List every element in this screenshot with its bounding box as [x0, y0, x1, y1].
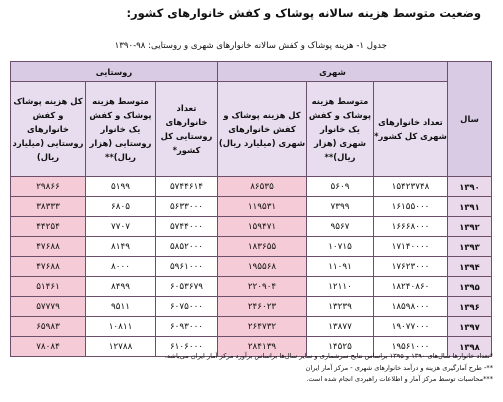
rural-count-cell: ۶۰۷۵۰۰۰: [155, 296, 218, 317]
urban-avg-cell: ۱۲۱۱۰: [306, 276, 374, 297]
footnotes: *تعداد خانوارها سال‌های ۱۳۹۰ و ۱۳۹۵ براس…: [10, 351, 493, 386]
urban-total-cell: ۱۹۵۵۶۸: [217, 256, 307, 277]
urban-avg-header: متوسط هزینه پوشاک و کفش یک خانوار شهری (…: [306, 81, 374, 177]
table-row: ۱۳۹۱ ۱۶۱۵۵۰۰۰ ۷۳۹۹ ۱۱۹۵۳۱ ۵۶۳۳۰۰۰ ۶۸۰۵ ۳…: [10, 196, 492, 217]
urban-total-header: کل هزینه پوشاک و کفش خانوارهای شهری (میل…: [217, 81, 307, 177]
urban-total-cell: ۲۴۶۰۲۳: [217, 296, 307, 317]
footnote-calculation: ***محاسبات توسط مرکز آمار و اطلاعات راهب…: [306, 375, 493, 383]
table-row: ۱۳۹۸ ۱۹۵۶۱۰۰۰ ۱۴۵۲۵ ۲۸۴۱۳۹ ۶۱۰۶۰۰۰ ۱۲۷۸۸…: [10, 336, 492, 357]
table-row: ۱۳۹۷ ۱۹۰۷۷۰۰۰ ۱۳۸۷۷ ۲۶۴۷۳۲ ۶۰۹۳۰۰۰ ۱۰۸۱۱…: [10, 316, 492, 337]
rural-total-header: کل هزینه پوشاک و کفش خانوارهای روستایی (…: [10, 81, 86, 177]
urban-total-cell: ۲۸۴۱۳۹: [217, 336, 307, 357]
urban-avg-cell: ۵۶۰۹: [306, 176, 374, 197]
urban-avg-cell: ۹۵۶۷: [306, 216, 374, 237]
urban-avg-cell: ۱۳۲۳۹: [306, 296, 374, 317]
urban-count-cell: ۱۸۵۹۸۰۰۰: [373, 296, 448, 317]
table-row: ۱۳۹۲ ۱۶۶۶۸۰۰۰ ۹۵۶۷ ۱۵۹۴۷۱ ۵۷۴۴۰۰۰ ۷۷۰۷ ۴…: [10, 216, 492, 237]
year-cell: ۱۳۹۷: [447, 316, 492, 337]
urban-avg-cell: ۷۳۹۹: [306, 196, 374, 217]
table-row: ۱۳۹۰ ۱۵۴۲۳۷۴۸ ۵۶۰۹ ۸۶۵۳۵ ۵۷۴۴۶۱۴ ۵۱۹۹ ۲۹…: [10, 176, 492, 197]
urban-count-cell: ۱۹۵۶۱۰۰۰: [373, 336, 448, 357]
year-cell: ۱۳۹۴: [447, 256, 492, 277]
rural-count-header: تعداد خانوارهای روستایی کل کشور*: [155, 81, 218, 177]
rural-total-cell: ۴۷۶۸۸: [10, 236, 86, 257]
table-caption: جدول ۱- هزینه پوشاک و کفش سالانه خانواره…: [114, 41, 387, 51]
urban-count-header: تعداد خانوارهای شهری کل کشور*: [373, 81, 448, 177]
rural-count-cell: ۶۰۵۳۶۷۹: [155, 276, 218, 297]
urban-total-cell: ۱۱۹۵۳۱: [217, 196, 307, 217]
urban-count-cell: ۱۷۱۴۰۰۰۰: [373, 236, 448, 257]
rural-count-cell: ۵۷۴۴۶۱۴: [155, 176, 218, 197]
rural-avg-cell: ۶۸۰۵: [85, 196, 156, 217]
urban-count-cell: ۱۶۶۶۸۰۰۰: [373, 216, 448, 237]
rural-avg-header: متوسط هزینه پوشاک و کفش یک خانوار روستای…: [85, 81, 156, 177]
rural-avg-cell: ۷۷۰۷: [85, 216, 156, 237]
year-cell: ۱۳۹۸: [447, 336, 492, 357]
year-cell: ۱۳۹۰: [447, 176, 492, 197]
section-heading: وضعیت متوسط هزینه سالانه پوشاک و کفش خان…: [126, 6, 481, 20]
table-row: ۱۳۹۶ ۱۸۵۹۸۰۰۰ ۱۳۲۳۹ ۲۴۶۰۲۳ ۶۰۷۵۰۰۰ ۹۵۱۱ …: [10, 296, 492, 317]
year-column-header: سال: [447, 61, 492, 177]
urban-count-cell: ۱۷۶۲۳۰۰۰: [373, 256, 448, 277]
table-row: ۱۳۹۵ ۱۸۲۴۰۸۶۰ ۱۲۱۱۰ ۲۲۰۹۰۴ ۶۰۵۳۶۷۹ ۸۴۹۹ …: [10, 276, 492, 297]
urban-group-header: شهری: [217, 61, 448, 82]
footnote-households: *تعداد خانوارها سال‌های ۱۳۹۰ و ۱۳۹۵ براس…: [164, 352, 493, 360]
urban-total-cell: ۲۶۴۷۳۲: [217, 316, 307, 337]
urban-total-cell: ۱۸۳۶۵۵: [217, 236, 307, 257]
rural-count-cell: ۶۰۹۳۰۰۰: [155, 316, 218, 337]
urban-total-cell: ۸۶۵۳۵: [217, 176, 307, 197]
urban-avg-cell: ۱۰۷۱۵: [306, 236, 374, 257]
expense-table: سال شهری روستایی تعداد خانوارهای شهری کل…: [10, 61, 492, 357]
urban-total-cell: ۲۲۰۹۰۴: [217, 276, 307, 297]
rural-avg-cell: ۹۵۱۱: [85, 296, 156, 317]
year-cell: ۱۳۹۶: [447, 296, 492, 317]
rural-count-cell: ۵۸۵۲۰۰۰: [155, 236, 218, 257]
urban-avg-cell: ۱۴۵۲۵: [306, 336, 374, 357]
year-cell: ۱۳۹۲: [447, 216, 492, 237]
rural-avg-cell: ۵۱۹۹: [85, 176, 156, 197]
rural-count-cell: ۶۱۰۶۰۰۰: [155, 336, 218, 357]
footnote-survey-source: **- طرح آمارگیری هزینه و درآمد خانوارهای…: [305, 363, 493, 372]
rural-avg-cell: ۸۴۹۹: [85, 276, 156, 297]
year-cell: ۱۳۹۵: [447, 276, 492, 297]
rural-total-cell: ۴۷۶۸۸: [10, 256, 86, 277]
rural-total-cell: ۷۸۰۸۴: [10, 336, 86, 357]
urban-total-cell: ۱۵۹۴۷۱: [217, 216, 307, 237]
table-row: ۱۳۹۴ ۱۷۶۲۳۰۰۰ ۱۱۰۹۱ ۱۹۵۵۶۸ ۵۹۶۱۰۰۰ ۸۰۰۰ …: [10, 256, 492, 277]
year-cell: ۱۳۹۳: [447, 236, 492, 257]
urban-count-cell: ۱۸۲۴۰۸۶۰: [373, 276, 448, 297]
urban-count-cell: ۱۵۴۲۳۷۴۸: [373, 176, 448, 197]
rural-count-cell: ۵۹۶۱۰۰۰: [155, 256, 218, 277]
year-cell: ۱۳۹۱: [447, 196, 492, 217]
rural-total-cell: ۵۷۷۷۹: [10, 296, 86, 317]
rural-count-cell: ۵۶۳۳۰۰۰: [155, 196, 218, 217]
rural-total-cell: ۳۸۳۳۳: [10, 196, 86, 217]
urban-avg-cell: ۱۳۸۷۷: [306, 316, 374, 337]
rural-avg-cell: ۸۰۰۰: [85, 256, 156, 277]
urban-count-cell: ۱۶۱۵۵۰۰۰: [373, 196, 448, 217]
rural-total-cell: ۵۱۴۶۱: [10, 276, 86, 297]
urban-avg-cell: ۱۱۰۹۱: [306, 256, 374, 277]
urban-count-cell: ۱۹۰۷۷۰۰۰: [373, 316, 448, 337]
rural-total-cell: ۶۵۹۸۳: [10, 316, 86, 337]
rural-total-cell: ۲۹۸۶۶: [10, 176, 86, 197]
rural-total-cell: ۴۴۲۵۴: [10, 216, 86, 237]
table-row: ۱۳۹۳ ۱۷۱۴۰۰۰۰ ۱۰۷۱۵ ۱۸۳۶۵۵ ۵۸۵۲۰۰۰ ۸۱۴۹ …: [10, 236, 492, 257]
rural-avg-cell: ۸۱۴۹: [85, 236, 156, 257]
rural-group-header: روستایی: [10, 61, 218, 82]
rural-avg-cell: ۱۲۷۸۸: [85, 336, 156, 357]
rural-count-cell: ۵۷۴۴۰۰۰: [155, 216, 218, 237]
rural-avg-cell: ۱۰۸۱۱: [85, 316, 156, 337]
